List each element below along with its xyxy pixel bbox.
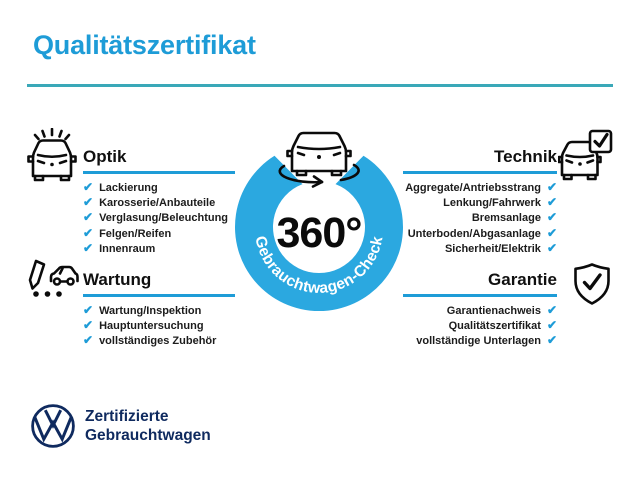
check-icon: ✔	[546, 179, 557, 194]
checklist: Aggregate/Antriebsstrang ✔ Lenkung/Fahrwe…	[403, 179, 557, 256]
check-icon: ✔	[546, 210, 557, 225]
checklist-item: Bremsanlage ✔	[403, 210, 557, 225]
brand-text: Zertifizierte Gebrauchtwagen	[85, 407, 211, 445]
checklist: ✔ Wartung/Inspektion ✔ Hauptuntersuchung ✔…	[83, 302, 235, 348]
checklist-item-label: Unterboden/Abgasanlage	[407, 227, 541, 240]
checklist-item-label: Bremsanlage	[471, 212, 541, 225]
checklist-item-label: Lenkung/Fahrwerk	[443, 196, 541, 209]
check-icon: ✔	[546, 317, 557, 332]
pen-car-checklist-icon	[28, 259, 79, 297]
check-icon: ✔	[546, 302, 557, 317]
check-icon: ✔	[83, 317, 94, 332]
checklist-item: ✔ Verglasung/Beleuchtung	[83, 210, 235, 225]
checklist-item: ✔ vollständiges Zubehör	[83, 333, 235, 348]
checklist: Garantienachweis ✔ Qualitätszertifikat ✔ v…	[403, 302, 557, 348]
section-garantie: Garantie Garantienachweis ✔ Qualitätszert…	[403, 270, 557, 364]
section-rule	[83, 294, 235, 297]
check-icon: ✔	[83, 179, 94, 194]
checklist-item-label: Qualitätszertifikat	[448, 319, 541, 332]
checklist-item: vollständige Unterlagen ✔	[403, 333, 557, 348]
section-rule	[403, 171, 557, 174]
checklist: ✔ Lackierung ✔ Karosserie/Anbauteile ✔ Verg…	[83, 179, 235, 256]
blue-ring	[235, 155, 404, 312]
label-360: 360°	[277, 209, 362, 257]
section-rule	[83, 171, 235, 174]
checklist-item-label: Verglasung/Beleuchtung	[99, 212, 229, 225]
section-title: Technik	[494, 147, 557, 166]
checklist-item-label: Innenraum	[99, 243, 156, 256]
check-icon: ✔	[83, 302, 94, 317]
check-icon: ✔	[546, 194, 557, 209]
check-icon: ✔	[83, 333, 94, 348]
car-rotate-icon	[278, 131, 360, 188]
section-title: Wartung	[83, 270, 152, 289]
checklist-item-label: vollständiges Zubehör	[99, 335, 217, 348]
checklist-item: ✔ Hauptuntersuchung	[83, 317, 235, 332]
section-wartung: Wartung ✔ Wartung/Inspektion ✔ Hauptunters…	[83, 270, 235, 364]
check-icon: ✔	[546, 241, 557, 256]
checklist-item: Aggregate/Antriebsstrang ✔	[403, 179, 557, 194]
section-title: Garantie	[488, 270, 557, 289]
checklist-item-label: vollständige Unterlagen	[416, 335, 541, 348]
page-title: Qualitätszertifikat	[33, 30, 256, 60]
shield-check-icon	[574, 263, 610, 305]
check-icon: ✔	[83, 210, 94, 225]
checklist-item: Lenkung/Fahrwerk ✔	[403, 194, 557, 209]
checklist-item-label: Felgen/Reifen	[99, 227, 172, 240]
center-360-graphic: Gebrauchtwagen-Check 360°	[235, 131, 404, 312]
checklist-item: ✔ Felgen/Reifen	[83, 225, 235, 240]
checklist-item-label: Lackierung	[99, 181, 158, 194]
car-checkbox-icon	[558, 129, 613, 181]
check-icon: ✔	[546, 333, 557, 348]
vw-logo	[31, 404, 75, 448]
checklist-item: Qualitätszertifikat ✔	[403, 317, 557, 332]
title-divider	[27, 84, 613, 87]
checklist-item: Sicherheit/Elektrik ✔	[403, 241, 557, 256]
checklist-item: ✔ Lackierung	[83, 179, 235, 194]
section-title: Optik	[83, 147, 127, 166]
car-front-shine-icon	[27, 128, 77, 182]
check-icon: ✔	[83, 225, 94, 240]
check-icon: ✔	[546, 225, 557, 240]
section-technik: Technik Aggregate/Antriebsstrang ✔ Lenkun…	[403, 147, 557, 272]
section-rule	[403, 294, 557, 297]
brand-line-2: Gebrauchtwagen	[85, 427, 211, 444]
check-icon: ✔	[83, 194, 94, 209]
section-optik: Optik ✔ Lackierung ✔ Karosserie/Anbauteile…	[83, 147, 235, 272]
checklist-item: Unterboden/Abgasanlage ✔	[403, 225, 557, 240]
checklist-item-label: Aggregate/Antriebsstrang	[405, 181, 541, 194]
checklist-item: ✔ Innenraum	[83, 241, 235, 256]
checklist-item-label: Sicherheit/Elektrik	[444, 243, 541, 256]
checklist-item-label: Garantienachweis	[446, 304, 541, 317]
brand-line-1: Zertifizierte	[85, 408, 169, 425]
checklist-item-label: Karosserie/Anbauteile	[99, 196, 216, 209]
checklist-item-label: Wartung/Inspektion	[99, 304, 202, 317]
check-icon: ✔	[83, 241, 94, 256]
checklist-item: ✔ Karosserie/Anbauteile	[83, 194, 235, 209]
checklist-item: Garantienachweis ✔	[403, 302, 557, 317]
checklist-item: ✔ Wartung/Inspektion	[83, 302, 235, 317]
checklist-item-label: Hauptuntersuchung	[99, 319, 204, 332]
